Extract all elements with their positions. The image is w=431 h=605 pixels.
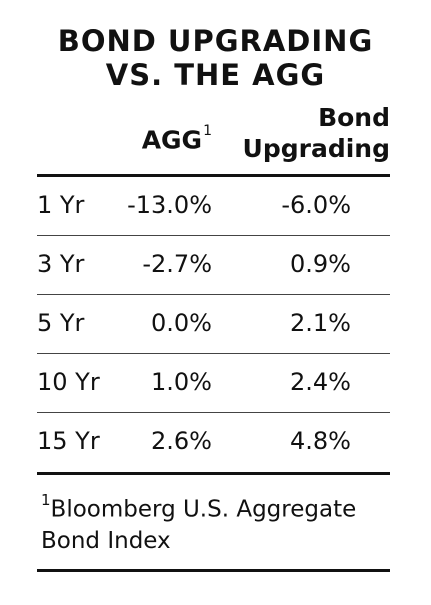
table-title-line-2: VS. THE AGG xyxy=(105,58,326,92)
table-row: 1 Yr -13.0% -6.0% xyxy=(37,176,390,235)
table-title: BOND UPGRADING VS. THE AGG xyxy=(0,24,431,92)
footnote-reference: 1 xyxy=(203,123,212,139)
bond-upgrading-return: 2.4% xyxy=(290,368,351,396)
row-divider xyxy=(37,412,390,413)
agg-return: 2.6% xyxy=(151,427,212,455)
bond-upgrading-return: 2.1% xyxy=(290,309,351,337)
table-row: 15 Yr 2.6% 4.8% xyxy=(37,412,390,471)
returns-table: 1 Yr -13.0% -6.0% 3 Yr -2.7% 0.9% 5 Yr 0… xyxy=(37,176,390,471)
column-header-agg: AGG1 xyxy=(120,120,212,155)
table-row: 5 Yr 0.0% 2.1% xyxy=(37,294,390,353)
footnote-text: Bloomberg U.S. Aggregate Bond Index xyxy=(41,496,357,554)
bond-upgrading-return: 4.8% xyxy=(290,427,351,455)
header-divider xyxy=(37,174,390,177)
footnote-bottom-divider xyxy=(37,569,390,572)
period-label: 5 Yr xyxy=(37,309,85,337)
period-label: 15 Yr xyxy=(37,427,100,455)
row-divider xyxy=(37,294,390,295)
row-divider xyxy=(37,353,390,354)
period-label: 3 Yr xyxy=(37,250,85,278)
bond-upgrading-return: -6.0% xyxy=(281,191,351,219)
footnote-marker: 1 xyxy=(41,491,51,509)
agg-return: 0.0% xyxy=(151,309,212,337)
column-header-bond-upgrading: Bond Upgrading xyxy=(236,102,390,164)
agg-return: -2.7% xyxy=(142,250,212,278)
column-header-agg-label: AGG xyxy=(141,125,203,155)
row-divider xyxy=(37,235,390,236)
column-header-bond-upgrading-line-2: Upgrading xyxy=(242,134,390,163)
agg-return: 1.0% xyxy=(151,368,212,396)
column-header-bond-upgrading-line-1: Bond xyxy=(318,103,390,132)
agg-return: -13.0% xyxy=(127,191,212,219)
table-bottom-divider xyxy=(37,472,390,475)
table-row: 10 Yr 1.0% 2.4% xyxy=(37,353,390,412)
table-row: 3 Yr -2.7% 0.9% xyxy=(37,235,390,294)
bond-upgrading-return: 0.9% xyxy=(290,250,351,278)
period-label: 1 Yr xyxy=(37,191,85,219)
table-title-line-1: BOND UPGRADING xyxy=(57,24,374,58)
footnote: 1Bloomberg U.S. Aggregate Bond Index xyxy=(41,488,391,557)
period-label: 10 Yr xyxy=(37,368,100,396)
